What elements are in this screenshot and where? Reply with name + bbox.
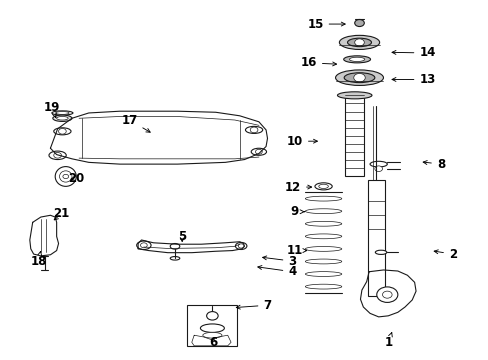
Ellipse shape: [375, 250, 386, 255]
Ellipse shape: [49, 151, 66, 159]
Ellipse shape: [245, 126, 262, 134]
Ellipse shape: [54, 128, 71, 135]
Ellipse shape: [170, 243, 180, 249]
Ellipse shape: [305, 284, 341, 289]
Ellipse shape: [349, 57, 364, 62]
Ellipse shape: [305, 209, 341, 213]
Ellipse shape: [337, 92, 371, 99]
Bar: [186, 305, 237, 346]
Circle shape: [59, 129, 66, 134]
Ellipse shape: [369, 161, 386, 167]
Ellipse shape: [305, 259, 341, 264]
Ellipse shape: [203, 332, 222, 338]
Ellipse shape: [170, 257, 180, 260]
Ellipse shape: [235, 242, 246, 249]
Circle shape: [54, 153, 61, 158]
Ellipse shape: [60, 171, 72, 182]
Circle shape: [382, 291, 391, 298]
Text: 10: 10: [286, 135, 317, 148]
Ellipse shape: [200, 324, 224, 332]
Text: 20: 20: [67, 172, 84, 185]
Text: 19: 19: [43, 101, 60, 117]
Circle shape: [63, 174, 68, 179]
Ellipse shape: [305, 272, 341, 276]
Text: 4: 4: [257, 265, 296, 278]
Ellipse shape: [343, 56, 370, 63]
Text: 17: 17: [121, 113, 150, 132]
Text: 8: 8: [422, 158, 444, 171]
Ellipse shape: [53, 115, 72, 121]
Ellipse shape: [56, 112, 69, 114]
Text: 12: 12: [284, 181, 311, 194]
Ellipse shape: [136, 241, 151, 249]
Circle shape: [353, 73, 365, 82]
Circle shape: [374, 166, 382, 171]
Circle shape: [140, 243, 147, 248]
Text: 2: 2: [433, 248, 456, 261]
Text: 21: 21: [53, 207, 69, 220]
Ellipse shape: [314, 183, 331, 190]
Text: 1: 1: [384, 333, 391, 349]
Text: 7: 7: [236, 299, 271, 312]
Text: 14: 14: [391, 46, 435, 59]
Text: 13: 13: [391, 73, 435, 86]
Circle shape: [255, 149, 262, 154]
Ellipse shape: [344, 73, 374, 83]
Text: 11: 11: [286, 244, 306, 257]
Ellipse shape: [305, 221, 341, 226]
Ellipse shape: [305, 234, 341, 239]
Circle shape: [238, 244, 244, 248]
Circle shape: [206, 312, 218, 320]
Text: 5: 5: [178, 230, 186, 243]
Ellipse shape: [347, 38, 371, 47]
Ellipse shape: [305, 247, 341, 251]
Ellipse shape: [251, 148, 266, 155]
Ellipse shape: [339, 35, 379, 49]
Bar: [345, 95, 364, 176]
Text: 15: 15: [306, 18, 345, 31]
Circle shape: [354, 39, 364, 46]
Circle shape: [354, 19, 364, 27]
Text: 18: 18: [30, 251, 46, 267]
Text: 3: 3: [262, 255, 296, 267]
Circle shape: [376, 287, 397, 302]
Ellipse shape: [305, 196, 341, 201]
Ellipse shape: [318, 184, 328, 189]
Bar: [367, 180, 384, 296]
Ellipse shape: [52, 111, 73, 115]
Text: 6: 6: [209, 336, 217, 349]
Circle shape: [250, 127, 257, 133]
Text: 16: 16: [300, 57, 336, 69]
Ellipse shape: [55, 167, 76, 186]
Text: 9: 9: [290, 205, 304, 218]
Ellipse shape: [57, 117, 68, 120]
Ellipse shape: [335, 70, 383, 85]
